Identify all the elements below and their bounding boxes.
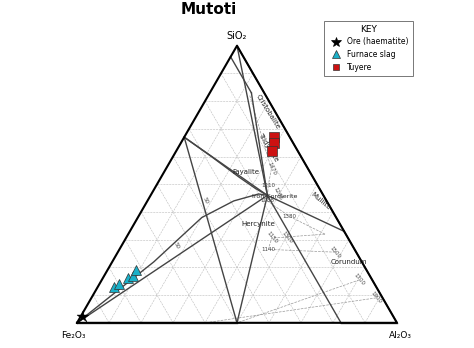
Text: Mullite: Mullite [309,191,331,211]
Text: Corundum: Corundum [331,259,367,265]
Text: 1205: 1205 [273,187,283,201]
Text: 1300: 1300 [280,230,293,244]
Title: Mutoti: Mutoti [181,2,237,17]
Text: 1380: 1380 [282,214,296,219]
Text: 50: 50 [173,241,180,250]
Text: 1088: 1088 [260,198,274,203]
Text: Fe₂O₃: Fe₂O₃ [62,331,86,340]
Legend: Ore (haematite), Furnace slag, Tuyere: Ore (haematite), Furnace slag, Tuyere [324,21,413,76]
Text: Fayalite: Fayalite [232,169,259,175]
Text: Al₂O₃: Al₂O₃ [389,331,412,340]
Text: 1470: 1470 [266,161,277,176]
Text: 1140: 1140 [261,247,275,252]
Text: 1150: 1150 [266,230,279,244]
Text: SiO₂: SiO₂ [227,31,247,41]
Text: Tridymite: Tridymite [257,132,279,162]
Text: Cristobalite: Cristobalite [254,94,281,131]
Text: Hercynite: Hercynite [242,221,275,228]
Text: 1700: 1700 [353,273,366,287]
Text: Iron Cordierite: Iron Cordierite [252,194,297,199]
Text: 50: 50 [201,197,209,205]
Text: 1900: 1900 [370,291,383,305]
Text: 1500: 1500 [329,245,342,259]
Text: 1210: 1210 [261,183,275,188]
